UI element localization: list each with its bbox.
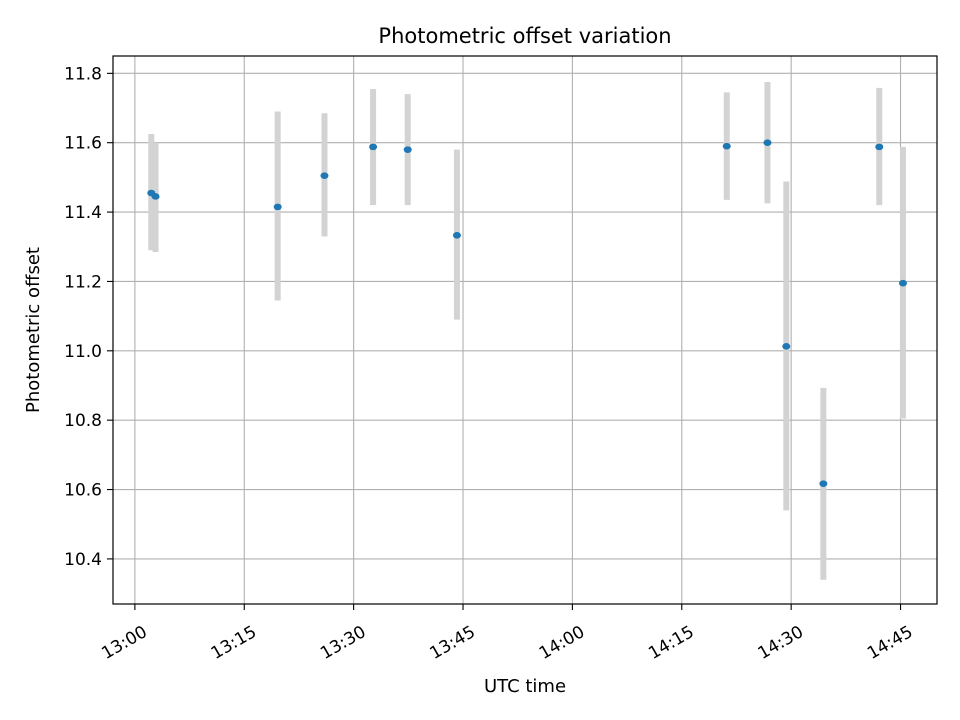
chart-title: Photometric offset variation [378,24,671,48]
y-tick-label: 11.8 [64,64,102,84]
y-tick-label: 10.6 [64,481,102,501]
y-tick-label: 10.4 [64,550,102,570]
data-point [763,139,772,147]
data-point [151,193,160,200]
y-axis-label: Photometric offset [23,247,44,413]
grid-lines [113,56,937,604]
data-points [147,139,907,487]
x-axis-label: UTC time [484,676,566,697]
data-point [898,279,907,287]
data-point [875,143,884,151]
plot-frame [112,55,938,605]
data-point [452,232,461,239]
data-point [819,480,828,487]
y-tick-label: 11.2 [64,272,102,292]
y-axis-ticks: 10.4 10.6 10.8 11.0 11.2 11.4 11.6 11.8 [64,64,113,570]
data-point [320,172,329,179]
data-point [369,143,378,151]
y-tick-label: 11.0 [64,342,102,362]
data-point [782,343,791,350]
data-point [722,142,731,150]
data-point [403,146,412,153]
y-tick-label: 10.8 [64,411,102,431]
y-tick-label: 11.4 [64,203,102,223]
data-point [273,203,282,211]
y-tick-label: 11.6 [64,134,102,154]
